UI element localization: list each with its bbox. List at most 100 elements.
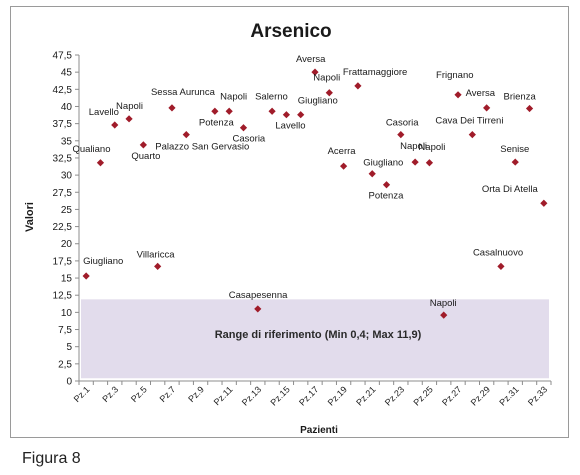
reference-range-label: Range di riferimento (Min 0,4; Max 11,9) — [215, 329, 422, 341]
data-point — [540, 199, 548, 207]
data-point — [454, 91, 462, 99]
y-tick-label: 17,5 — [53, 256, 73, 267]
x-tick-label: Pz.19 — [326, 384, 349, 407]
data-point — [82, 272, 90, 280]
x-tick-label: Pz.7 — [158, 384, 178, 404]
data-label: Sessa Aurunca — [151, 87, 216, 98]
y-tick-label: 35 — [61, 136, 73, 147]
reference-range-band — [81, 299, 549, 379]
y-tick-label: 7,5 — [58, 325, 72, 336]
data-point — [96, 159, 105, 167]
x-tick-label: Pz.31 — [497, 384, 520, 407]
x-tick-label: Pz.33 — [526, 384, 549, 407]
y-tick-label: 30 — [61, 171, 73, 182]
data-point — [297, 111, 305, 119]
data-point — [125, 115, 133, 123]
chart-title: Arsenico — [250, 21, 331, 42]
data-point — [282, 111, 290, 119]
data-point — [154, 262, 162, 270]
y-tick-label: 22,5 — [53, 222, 73, 233]
y-tick-label: 2,5 — [58, 359, 72, 370]
y-tick-label: 32,5 — [53, 153, 73, 164]
x-tick-label: Pz.25 — [411, 384, 434, 407]
data-label: Casoria — [386, 118, 419, 129]
data-label: Napoli — [313, 73, 340, 84]
data-label: Brienza — [504, 92, 537, 103]
x-tick-label: Pz.21 — [354, 384, 377, 407]
data-point — [239, 124, 248, 132]
data-label: Frignano — [436, 70, 474, 81]
chart-frame: Arsenico Valori Pazienti Range di riferi… — [10, 6, 569, 438]
y-tick-label: 25 — [61, 205, 73, 216]
figure-caption: Figura 8 — [22, 450, 81, 467]
x-tick-label: Pz.15 — [268, 384, 291, 407]
y-tick-label: 10 — [61, 308, 73, 319]
data-label: Villaricca — [137, 249, 176, 260]
data-point — [139, 141, 147, 149]
data-label: Giugliano — [363, 158, 403, 169]
data-label: Palazzo San Gervasio — [155, 142, 249, 153]
data-point — [182, 131, 190, 139]
data-label: Casapesenna — [229, 290, 288, 301]
data-point — [325, 89, 333, 97]
x-tick-label: Pz.23 — [383, 384, 406, 407]
data-point — [525, 104, 534, 113]
data-point — [211, 107, 219, 115]
y-tick-label: 12,5 — [53, 291, 73, 302]
x-tick-label: Pz.13 — [240, 384, 263, 407]
x-tick-label: Pz.1 — [72, 384, 92, 404]
data-point — [483, 104, 491, 112]
data-label: Salerno — [255, 91, 288, 102]
data-point — [468, 131, 476, 139]
data-label: Orta Di Atella — [482, 184, 539, 195]
x-tick-label: Pz.29 — [469, 384, 492, 407]
data-label: Qualiano — [72, 144, 110, 155]
data-label: Casoria — [232, 134, 265, 145]
y-tick-label: 45 — [61, 68, 73, 79]
data-label: Aversa — [296, 54, 326, 65]
data-point — [425, 159, 434, 167]
y-tick-label: 5 — [66, 342, 72, 353]
scatter-chart: Arsenico Valori Pazienti Range di riferi… — [24, 21, 552, 436]
x-axis-title: Pazienti — [300, 425, 338, 436]
data-point — [340, 162, 348, 170]
data-label: Frattamaggiore — [343, 67, 407, 78]
data-label: Casalnuovo — [473, 247, 523, 258]
data-label: Lavello — [89, 107, 119, 118]
y-tick-label: 47,5 — [53, 51, 73, 62]
data-point — [511, 158, 519, 166]
data-point — [497, 262, 505, 270]
x-tick-label: Pz.17 — [297, 384, 320, 407]
data-label: Potenza — [199, 117, 235, 128]
data-label: Giugliano — [83, 256, 123, 267]
data-point — [268, 107, 276, 115]
x-tick-label: Pz.5 — [129, 384, 149, 404]
plot-area: Range di riferimento (Min 0,4; Max 11,9)… — [53, 51, 552, 408]
data-label: Quarto — [131, 151, 160, 162]
data-point — [225, 107, 233, 115]
data-point — [311, 68, 319, 76]
data-point — [411, 158, 419, 166]
y-tick-label: 15 — [61, 274, 73, 285]
y-tick-label: 40 — [61, 102, 73, 113]
data-label: Potenza — [369, 191, 405, 202]
data-label: Napoli — [418, 142, 445, 153]
y-tick-label: 37,5 — [53, 119, 73, 130]
data-label: Napoli — [116, 101, 143, 112]
data-label: Aversa — [466, 88, 496, 99]
x-tick-label: Pz.27 — [440, 384, 463, 407]
y-axis-title: Valori — [24, 202, 36, 232]
data-label: Napoli — [400, 141, 427, 152]
x-tick-label: Pz.3 — [100, 384, 120, 404]
data-point — [440, 311, 448, 319]
data-label: Napoli — [220, 91, 247, 102]
x-tick-label: Pz.11 — [212, 384, 235, 407]
data-point — [382, 181, 391, 189]
data-point — [354, 82, 362, 90]
data-point — [168, 104, 176, 112]
data-label: Cava Dei Tirreni — [435, 116, 503, 127]
data-point — [111, 121, 119, 129]
data-point — [397, 131, 405, 139]
data-label: Giugliano — [298, 96, 338, 107]
y-tick-label: 27,5 — [53, 188, 73, 199]
